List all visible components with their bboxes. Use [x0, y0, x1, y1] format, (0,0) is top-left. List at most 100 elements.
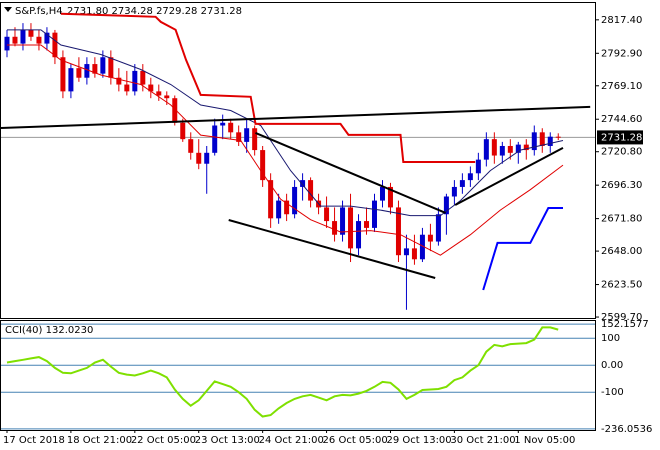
y-tick-label: 2744.60: [601, 114, 642, 125]
candle-body: [260, 150, 266, 181]
candle-body: [435, 214, 441, 242]
indicator-line: [7, 29, 564, 217]
candle-body: [140, 70, 146, 85]
x-tick-label: 26 Oct 05:00: [323, 435, 388, 446]
candle-body: [300, 180, 306, 187]
y-tick-label: 2769.10: [601, 81, 642, 92]
candle-body: [252, 128, 258, 151]
x-tick-label: 17 Oct 2018: [3, 435, 65, 446]
candle-body: [124, 84, 130, 92]
candle-body: [100, 57, 106, 74]
candle-body: [52, 32, 58, 58]
y-tick-label: 2817.40: [601, 15, 642, 26]
candle-body: [276, 200, 282, 219]
indicator-line: [255, 131, 446, 214]
candle-body: [4, 36, 10, 51]
candle-body: [308, 180, 314, 201]
candle-body: [555, 136, 561, 138]
candle-body: [108, 57, 114, 78]
candle-body: [467, 173, 473, 181]
y-tick-label: 2792.90: [601, 48, 642, 59]
current-price-label: 2731.28: [601, 132, 642, 143]
indicator-line: [0, 105, 591, 129]
cci-title: CCI(40) 132.0230: [5, 325, 93, 336]
candle-body: [220, 122, 226, 126]
candle-body: [387, 186, 393, 208]
candle-body: [12, 36, 18, 44]
candle-body: [499, 145, 505, 156]
y-tick-label: 100: [601, 333, 620, 344]
candle-body: [379, 186, 385, 201]
candle-body: [395, 207, 401, 256]
candle-body: [364, 221, 370, 228]
candle-body: [371, 200, 377, 228]
menu-arrow: [4, 7, 12, 12]
price-panel-frame: [0, 2, 596, 319]
candle-body: [491, 139, 497, 156]
candle-body: [36, 36, 42, 44]
candle-body: [236, 132, 242, 142]
candle-body: [419, 234, 425, 260]
candle-body: [268, 180, 274, 219]
candle-body: [148, 84, 154, 92]
candle-body: [204, 152, 210, 164]
candle-body: [76, 68, 82, 78]
candle-body: [507, 145, 513, 153]
x-tick-label: 1 Nov 05:00: [514, 435, 575, 446]
candle-body: [324, 207, 330, 222]
cci-panel-frame: [0, 320, 596, 431]
indicator-line: [7, 44, 564, 256]
y-tick-label: 2671.80: [601, 214, 642, 225]
candle-body: [531, 132, 537, 151]
candle-body: [332, 221, 338, 235]
chart-title: S&P.fs,H4: [15, 6, 63, 17]
y-tick-label: -236.0536: [601, 424, 652, 435]
y-tick-label: 2696.30: [601, 180, 642, 191]
y-tick-label: 0.00: [601, 360, 623, 371]
candle-body: [92, 64, 98, 74]
candle-body: [68, 68, 74, 92]
candle-body: [28, 29, 34, 37]
candle-body: [427, 234, 433, 242]
indicator-line: [482, 207, 563, 291]
y-tick-label: 2648.00: [601, 246, 642, 257]
candle-body: [475, 159, 481, 174]
candle-body: [132, 70, 138, 92]
candle-body: [172, 98, 178, 123]
candle-body: [116, 77, 122, 85]
candle-body: [156, 91, 162, 96]
indicator-line: [60, 12, 476, 163]
candle-body: [356, 221, 362, 249]
candle-body: [212, 125, 218, 153]
cci-line: [6, 326, 559, 418]
current-price-box: [597, 130, 643, 145]
y-tick-label: -100: [601, 387, 624, 398]
candle-body: [539, 132, 545, 146]
candle-body: [523, 144, 529, 151]
candle-body: [228, 122, 234, 133]
candle-body: [292, 186, 298, 215]
candle-body: [180, 122, 186, 140]
candle-body: [340, 207, 346, 235]
candle-body: [459, 180, 465, 187]
candle-body: [60, 57, 66, 92]
candle-body: [483, 139, 489, 160]
indicator-line: [228, 219, 436, 279]
candle-body: [451, 186, 457, 197]
candle-body: [284, 200, 290, 215]
header-values: 2731.80 2734.28 2729.28 2731.28: [67, 6, 242, 17]
candle-body: [20, 29, 26, 44]
x-tick-label: 24 Oct 21:00: [259, 435, 324, 446]
y-tick-label: 2599.70: [601, 312, 642, 323]
y-tick-label: 2720.80: [601, 147, 642, 158]
indicator-line: [454, 147, 564, 206]
candle-body: [515, 144, 521, 153]
candle-body: [44, 32, 50, 44]
y-tick-label: 2623.50: [601, 280, 642, 291]
candle-body: [411, 248, 417, 260]
x-tick-label: 18 Oct 21:00: [67, 435, 132, 446]
x-tick-label: 30 Oct 21:00: [450, 435, 515, 446]
candle-body: [196, 152, 202, 164]
